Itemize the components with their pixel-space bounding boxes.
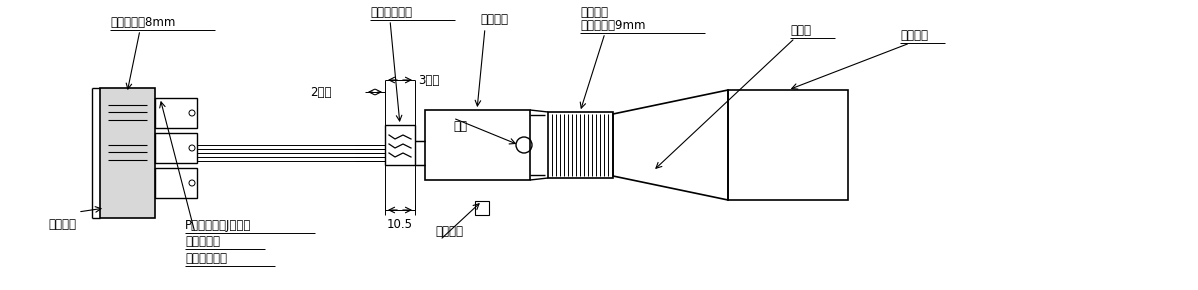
Text: スパナ掛: スパナ掛 (580, 6, 609, 19)
Text: 3以上: 3以上 (418, 73, 440, 86)
Text: スパナ間隔8mm: スパナ間隔8mm (110, 16, 175, 29)
Text: カップリング: カップリング (184, 252, 226, 265)
Bar (155, 98, 196, 128)
Text: クランプ金具: クランプ金具 (370, 6, 412, 19)
Text: ブロック: ブロック (48, 218, 75, 231)
Text: スパナ間隔9mm: スパナ間隔9mm (580, 19, 646, 32)
Bar (99, 88, 155, 218)
Text: イモビス: イモビス (435, 225, 462, 238)
Text: 10.5: 10.5 (387, 218, 413, 231)
Bar (728, 90, 848, 200)
Text: 締付金具: 締付金具 (480, 13, 508, 26)
Bar (547, 112, 613, 178)
Bar (155, 168, 196, 198)
Bar (155, 133, 196, 163)
Text: 2程度: 2程度 (310, 86, 332, 99)
Bar (425, 110, 530, 180)
Text: フード: フード (789, 24, 811, 37)
Text: ボス: ボス (453, 120, 467, 133)
Bar (474, 201, 489, 215)
Text: ワッシャー: ワッシャー (184, 235, 220, 248)
Text: ケーブル: ケーブル (900, 29, 928, 42)
Bar (385, 125, 415, 165)
Text: Pシェル又はJシェル: Pシェル又はJシェル (184, 219, 252, 232)
